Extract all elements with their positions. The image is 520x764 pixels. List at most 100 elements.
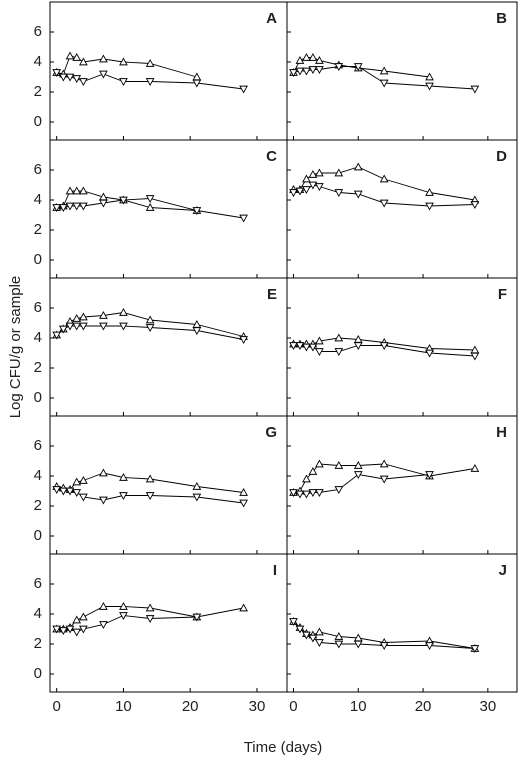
data-point	[353, 471, 363, 480]
data-point	[145, 603, 155, 612]
data-point	[308, 66, 318, 75]
panel-frame	[286, 277, 518, 417]
data-point	[119, 307, 128, 316]
data-point	[145, 474, 155, 483]
data-point	[315, 348, 324, 357]
data-point	[239, 336, 248, 345]
data-point	[239, 499, 248, 508]
data-point	[425, 471, 434, 480]
data-point	[425, 187, 434, 196]
data-point	[379, 199, 389, 208]
panel: 0 2 4 6 C	[34, 139, 288, 279]
panel-letter: E	[267, 286, 277, 303]
data-point	[192, 207, 202, 216]
data-point	[119, 196, 128, 205]
data-point	[79, 475, 88, 484]
data-point	[119, 57, 128, 66]
data-point	[425, 642, 434, 651]
data-point	[65, 73, 75, 82]
panel-frame	[49, 1, 288, 141]
data-point	[72, 186, 82, 195]
data-point	[334, 640, 344, 649]
data-point	[99, 322, 108, 331]
data-point	[65, 202, 75, 211]
data-point	[79, 78, 88, 87]
data-point	[315, 489, 324, 498]
x-tick-label: 0	[53, 698, 61, 715]
data-point	[470, 463, 480, 472]
data-point	[119, 601, 128, 610]
data-point	[79, 312, 88, 321]
data-point	[379, 66, 389, 75]
data-point	[289, 618, 298, 627]
data-point	[72, 75, 82, 84]
data-point	[99, 54, 108, 63]
data-point	[289, 342, 298, 351]
data-point	[302, 343, 311, 352]
data-point	[58, 73, 68, 82]
y-tick-label: 2	[34, 497, 42, 514]
panel-letter: A	[266, 10, 277, 27]
data-point	[72, 322, 82, 331]
data-point	[334, 631, 344, 640]
data-point	[65, 51, 75, 60]
data-point	[334, 189, 344, 198]
data-point	[334, 486, 344, 495]
data-point	[239, 85, 248, 94]
data-point	[145, 315, 155, 324]
data-point	[79, 202, 88, 211]
y-tick-label: 6	[34, 299, 42, 316]
data-point	[353, 342, 363, 351]
data-point	[334, 348, 344, 357]
data-point	[79, 186, 88, 195]
panel-frame	[49, 553, 288, 693]
data-point	[239, 603, 248, 612]
data-point	[353, 190, 363, 199]
data-point	[353, 63, 363, 72]
data-point	[315, 627, 324, 636]
data-point	[295, 490, 305, 499]
data-point	[58, 204, 68, 213]
panel-letter: J	[499, 562, 507, 579]
data-point	[334, 168, 344, 177]
data-point	[302, 631, 311, 640]
series-line	[293, 66, 475, 90]
data-point	[192, 493, 202, 502]
panel-frame	[49, 415, 288, 555]
data-point	[99, 601, 108, 610]
data-point	[289, 189, 298, 198]
panel-letter: I	[273, 562, 277, 579]
series-line	[56, 198, 244, 219]
data-point	[192, 79, 202, 88]
data-point	[289, 69, 298, 78]
data-point	[425, 72, 434, 81]
data-point	[315, 459, 324, 468]
data-point	[302, 186, 311, 195]
data-point	[79, 57, 88, 66]
data-point	[99, 496, 108, 505]
y-tick-label: 6	[34, 23, 42, 40]
data-point	[295, 625, 305, 634]
panel: D	[286, 139, 518, 279]
y-tick-label: 6	[34, 437, 42, 454]
y-tick-label: 0	[34, 251, 42, 268]
data-point	[302, 52, 311, 61]
y-tick-label: 2	[34, 635, 42, 652]
data-point	[239, 214, 248, 223]
y-tick-label: 4	[34, 53, 42, 70]
data-point	[99, 621, 108, 630]
x-tick-label: 30	[480, 698, 497, 715]
panel-letter: B	[496, 10, 507, 27]
data-point	[308, 181, 318, 190]
data-point	[52, 204, 62, 213]
data-point	[379, 342, 389, 351]
data-point	[470, 645, 480, 654]
x-tick-label: 20	[182, 698, 199, 715]
data-point	[145, 615, 155, 624]
data-point	[99, 199, 108, 208]
y-tick-label: 0	[34, 113, 42, 130]
data-point	[315, 55, 324, 64]
data-point	[295, 55, 305, 64]
data-point	[52, 486, 62, 495]
